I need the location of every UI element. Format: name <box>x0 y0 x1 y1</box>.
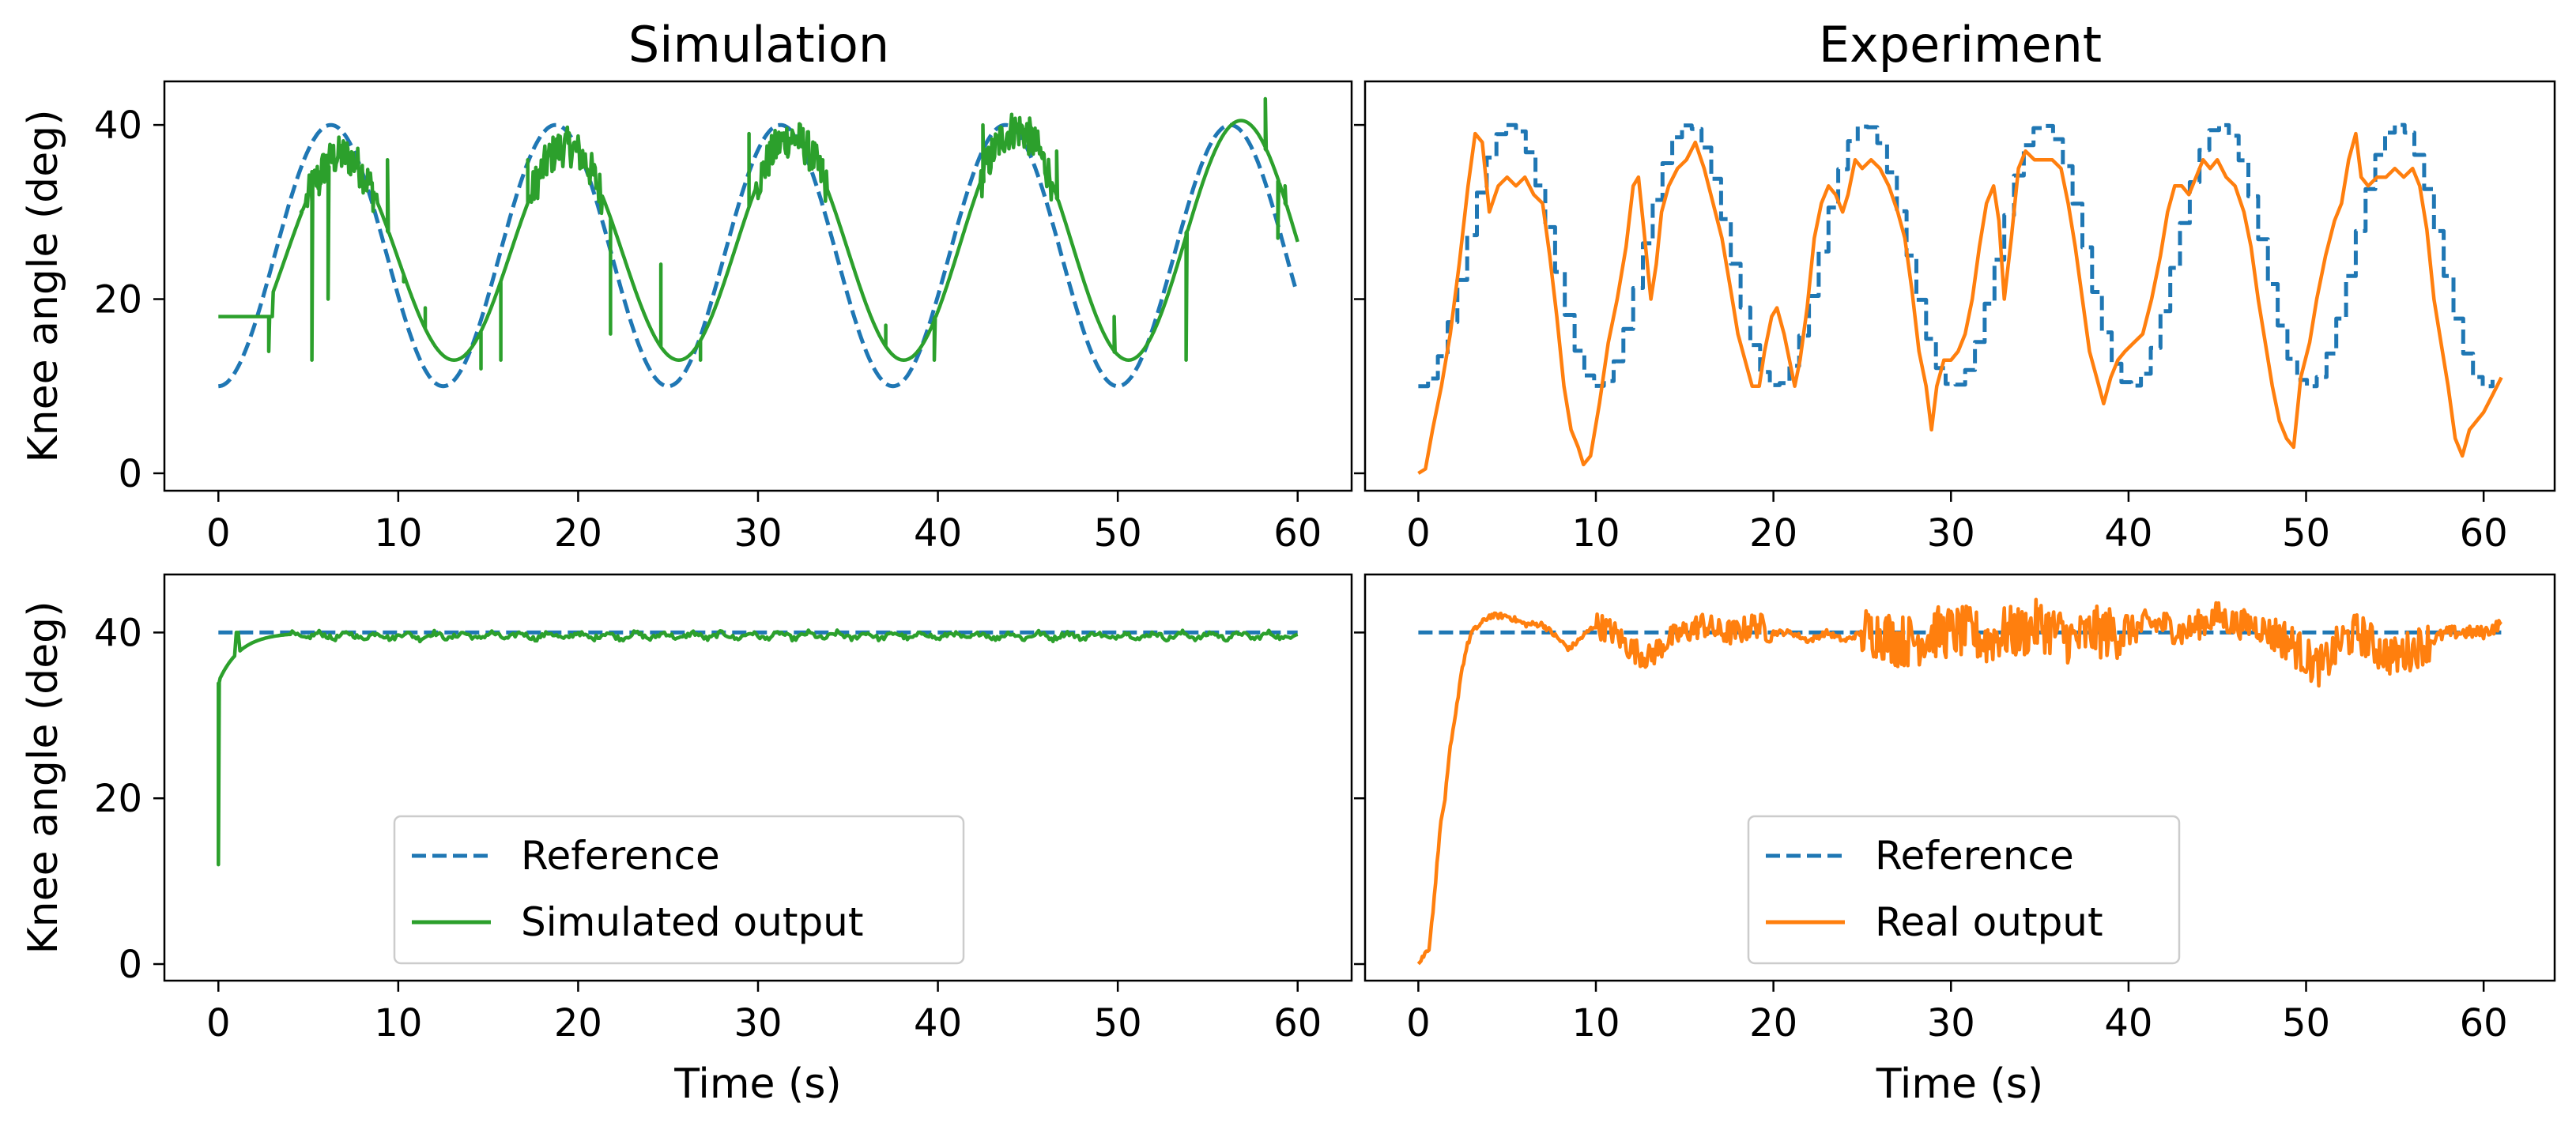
series-line-simulated-output <box>217 628 1299 867</box>
legend-label: Real output <box>1875 899 2103 945</box>
y-tick-label: 0 <box>118 452 142 496</box>
y-tick-label: 0 <box>118 943 142 987</box>
legend: Reference Real output <box>1747 815 2181 965</box>
axes-frame <box>163 573 1353 982</box>
x-tick-label: 40 <box>914 1001 962 1045</box>
x-tick-label: 50 <box>2282 1001 2330 1045</box>
x-tick-label: 0 <box>206 511 231 556</box>
legend: Reference Simulated output <box>393 815 965 965</box>
legend-box <box>1747 815 2181 965</box>
panel-exp-const: 0 10 20 30 40 50 60 Time (s) Reference Real outpu… <box>1354 573 2556 1108</box>
legend-label: Reference <box>1875 833 2074 879</box>
legend-label: Simulated output <box>521 899 863 945</box>
x-tick-label: 60 <box>1273 1001 1322 1045</box>
series-line-real-output <box>1417 131 2503 475</box>
x-tick-label: 20 <box>554 1001 602 1045</box>
x-tick-label: 50 <box>1094 511 1142 556</box>
x-tick-label: 10 <box>374 511 422 556</box>
series-group <box>1416 597 2502 966</box>
x-tick-label: 30 <box>734 1001 782 1045</box>
column-title-experiment: Experiment <box>1819 16 2102 73</box>
x-tick-label: 0 <box>1406 511 1431 556</box>
x-tick-label: 40 <box>914 511 962 556</box>
x-tick-label: 30 <box>1927 511 1975 556</box>
x-tick-label: 0 <box>206 1001 231 1045</box>
y-axis-label: Knee angle (deg) <box>20 110 67 463</box>
x-tick-label: 60 <box>2460 511 2508 556</box>
series-line-real-output <box>1416 597 2502 966</box>
x-tick-label: 40 <box>2104 1001 2152 1045</box>
series-group <box>217 96 1299 389</box>
series-line-simulated-output <box>217 96 1299 371</box>
panel-exp-sine: 0 10 20 30 40 50 60 <box>1354 80 2556 556</box>
axes-frame <box>1363 80 2556 492</box>
y-axis-label: Knee angle (deg) <box>20 601 67 955</box>
x-tick-label: 0 <box>1406 1001 1431 1045</box>
x-axis-label: Time (s) <box>673 1060 841 1108</box>
panel-sim-sine: 0 10 20 30 40 50 60 0 20 40 Knee angle (deg) <box>20 80 1353 556</box>
x-tick-label: 50 <box>2282 511 2330 556</box>
y-tick-label: 20 <box>94 278 142 322</box>
legend-box <box>393 815 965 965</box>
y-tick-label: 40 <box>94 104 142 148</box>
x-tick-label: 50 <box>1094 1001 1142 1045</box>
x-tick-label: 30 <box>734 511 782 556</box>
x-tick-label: 30 <box>1927 1001 1975 1045</box>
axes-frame <box>163 80 1353 492</box>
x-tick-label: 20 <box>554 511 602 556</box>
series-line-reference <box>218 122 1298 389</box>
x-tick-label: 10 <box>374 1001 422 1045</box>
x-tick-label: 20 <box>1749 1001 1797 1045</box>
x-tick-label: 60 <box>2460 1001 2508 1045</box>
y-tick-label: 20 <box>94 777 142 821</box>
x-tick-label: 10 <box>1571 1001 1620 1045</box>
series-group <box>1417 122 2503 475</box>
x-axis-label: Time (s) <box>1876 1060 2043 1108</box>
x-tick-label: 10 <box>1571 511 1620 556</box>
column-title-simulation: Simulation <box>628 16 889 73</box>
axes-frame <box>1363 573 2556 982</box>
x-tick-label: 20 <box>1749 511 1797 556</box>
x-tick-label: 60 <box>1273 511 1322 556</box>
panel-sim-const: 0 10 20 30 40 50 60 0 20 40 Knee angle (deg) Time (… <box>20 573 1353 1108</box>
legend-label: Reference <box>521 833 720 879</box>
x-tick-label: 40 <box>2104 511 2152 556</box>
y-tick-label: 40 <box>94 611 142 655</box>
series-group <box>217 628 1299 867</box>
